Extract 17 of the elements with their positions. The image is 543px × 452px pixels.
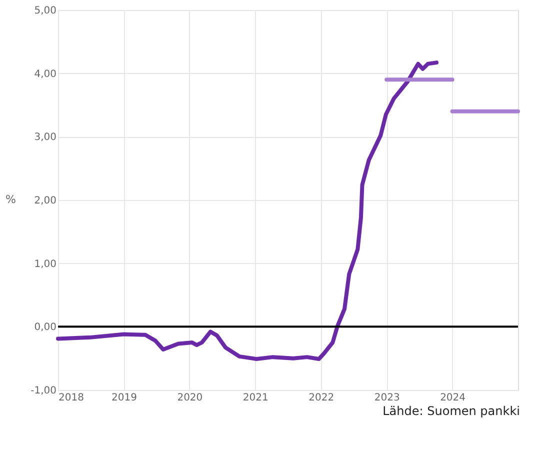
y-tick-label: 3,00: [34, 132, 56, 144]
x-tick-label: 2019: [111, 392, 137, 404]
x-tick-label: 2023: [374, 392, 400, 404]
x-tick-label: 2020: [177, 392, 203, 404]
line-series: [56, 60, 439, 361]
y-tick-label: 1,00: [34, 258, 56, 270]
y-tick-label: 5,00: [34, 6, 56, 16]
text: Lähde: Suomen pankki: [382, 404, 520, 418]
y-tick-label: 4,00: [34, 68, 56, 80]
x-tick-label: 2022: [308, 392, 334, 404]
x-tick-label: 2018: [58, 392, 84, 404]
y-tick-label: 2,00: [34, 196, 56, 206]
x-tick-label: 2024: [440, 392, 466, 404]
y-tick-label: -1,00: [30, 386, 56, 396]
y-axis-title: %: [6, 193, 16, 206]
y-tick-label: 0,00: [34, 322, 56, 334]
x-tick-label: 2021: [242, 392, 268, 404]
